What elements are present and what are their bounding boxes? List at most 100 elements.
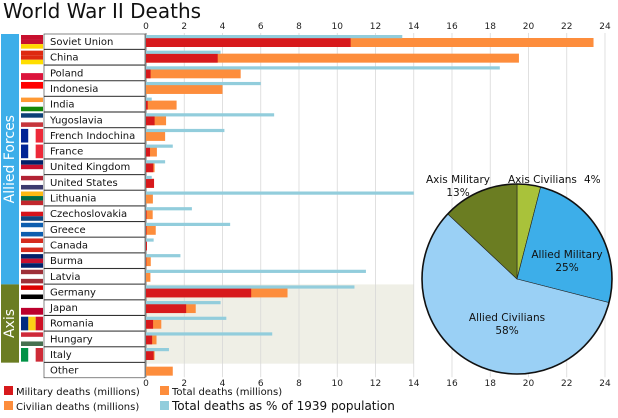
flag-stripe [21, 274, 43, 279]
pie-label: Allied Civilians [469, 312, 545, 324]
x-tick-label-top: 2 [181, 22, 187, 32]
bar-percent-population [146, 254, 181, 258]
bar-percent-population [146, 348, 169, 352]
x-tick-label-top: 18 [485, 22, 497, 32]
category-label-box [43, 96, 146, 113]
flag-stripe [21, 122, 43, 127]
bar-total-deaths [146, 69, 241, 79]
x-tick-label-top: 4 [220, 22, 226, 32]
category-label: United States [50, 178, 118, 189]
category-label-box [43, 190, 146, 206]
category-label-box [43, 65, 146, 81]
flag-stripe [21, 160, 43, 165]
flag-stripe [21, 191, 43, 197]
legend-swatch [4, 386, 13, 395]
bar-total-deaths [146, 319, 162, 329]
category-label: Other [50, 366, 79, 377]
x-tick-label-top: 12 [370, 22, 381, 32]
flag-stripe [21, 200, 43, 206]
bar-percent-population [146, 207, 192, 211]
category-label: Burma [50, 256, 83, 267]
x-tick-label-top: 14 [408, 22, 420, 32]
x-tick-label-bottom: 20 [523, 379, 535, 389]
bar-total-deaths [146, 194, 153, 204]
category-label: China [50, 53, 79, 64]
bar-percent-population [146, 66, 500, 70]
category-label: Japan [49, 303, 78, 314]
category-label-box [43, 143, 146, 160]
category-label: India [50, 100, 75, 111]
category-label-box [43, 221, 146, 238]
x-tick-label-top: 16 [446, 22, 458, 32]
category-label: French Indochina [50, 131, 135, 142]
bar-military-deaths [146, 288, 252, 298]
pie-outline [421, 183, 613, 375]
bar-percent-population [146, 175, 152, 180]
x-tick-label-bottom: 0 [143, 379, 149, 389]
category-label-box [43, 158, 146, 175]
flag-stripe [21, 207, 43, 212]
flag-stripe [21, 164, 43, 170]
pie-label: Axis Civilians [508, 174, 577, 186]
flag-stripe [21, 289, 43, 295]
bar-military-deaths [146, 304, 187, 314]
bar-military-deaths [146, 210, 147, 220]
x-tick-label-bottom: 10 [332, 379, 344, 389]
x-tick-label-top: 10 [332, 22, 344, 32]
flag-stripe [21, 336, 43, 342]
category-label: Latvia [50, 272, 80, 283]
flag-stripe [21, 144, 29, 159]
bar-percent-population [146, 50, 221, 54]
flag-stripe [21, 247, 43, 253]
category-label-box [43, 80, 146, 97]
flag-stripe [21, 180, 43, 185]
pie-label: Allied Military [531, 249, 602, 261]
flag-stripe [35, 316, 43, 331]
legend-swatch [160, 386, 169, 395]
category-label-box [43, 284, 146, 300]
category-label: Germany [50, 287, 96, 298]
flag-stripe [21, 316, 29, 331]
legend-label: Total deaths (millions) [171, 387, 282, 398]
bar-percent-population [146, 81, 261, 86]
x-tick-label-top: 8 [296, 22, 302, 32]
category-label-box [43, 299, 146, 316]
category-label: Greece [50, 225, 86, 236]
category-label: Canada [50, 240, 88, 251]
category-label-box [43, 205, 146, 222]
flag-stripe [21, 294, 43, 300]
flag-stripe [21, 227, 43, 232]
flag-stripe [21, 196, 43, 201]
flag-stripe [21, 258, 43, 264]
bar-percent-population [146, 144, 173, 148]
flag-stripe [21, 341, 43, 346]
pie-pct-label: 58% [495, 325, 518, 337]
bar-military-deaths [146, 116, 155, 126]
group-label: Axis [2, 309, 18, 338]
flag-stripe [28, 316, 36, 331]
bar-total-deaths [146, 116, 167, 126]
category-label: Indonesia [50, 84, 98, 95]
bar-total-deaths [146, 366, 173, 376]
category-label: France [50, 147, 83, 158]
flag-stripe [21, 243, 43, 248]
bar-percent-population [146, 269, 366, 273]
bar-total-deaths [146, 272, 151, 282]
flag-stripe [21, 222, 43, 228]
flag-stripe [21, 113, 43, 118]
category-label-box [43, 315, 146, 332]
x-tick-label-top: 20 [523, 22, 535, 32]
flag-stripe [21, 44, 43, 49]
flag-stripe [21, 238, 43, 243]
category-label: Poland [50, 68, 83, 79]
flag-stripe [21, 263, 43, 268]
bar-total-deaths [146, 100, 177, 110]
bar-military-deaths [146, 225, 147, 235]
flag-stripe [21, 231, 43, 237]
category-label: Hungary [50, 334, 93, 345]
bar-total-deaths [146, 84, 223, 94]
bar-percent-population [146, 128, 225, 133]
group-bar-allied [1, 34, 19, 285]
x-tick-label-bottom: 8 [296, 379, 302, 389]
flag-stripe [21, 301, 43, 308]
